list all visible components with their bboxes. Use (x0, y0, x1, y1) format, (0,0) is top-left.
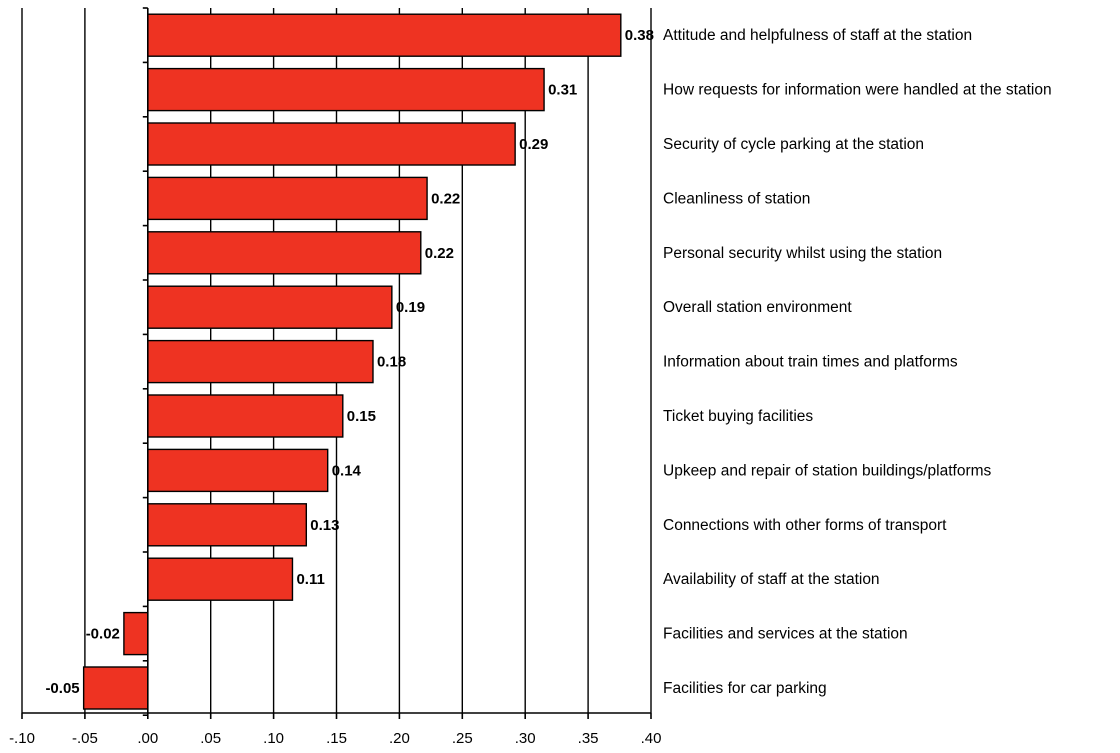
bar (147, 394, 344, 438)
category-label: How requests for information were handle… (663, 82, 1052, 99)
x-tick-label: -.10 (9, 730, 35, 747)
data-label: 0.18 (377, 354, 406, 371)
data-label: 0.19 (396, 299, 425, 316)
bar (147, 285, 393, 329)
bar (147, 13, 622, 57)
x-tick-label: .00 (137, 730, 158, 747)
bar (147, 231, 422, 275)
data-label: 0.13 (310, 517, 339, 534)
data-label: 0.11 (296, 571, 324, 588)
category-label: Security of cycle parking at the station (663, 136, 924, 153)
bar (147, 339, 374, 384)
data-label: 0.31 (548, 82, 577, 99)
bars (82, 13, 622, 710)
x-tick-label: .20 (389, 730, 410, 747)
category-label: Upkeep and repair of station buildings/p… (663, 462, 992, 479)
category-label: Connections with other forms of transpor… (663, 517, 947, 534)
x-tick-label: .40 (641, 730, 662, 747)
x-tick-label: .30 (515, 730, 536, 747)
axes (21, 7, 652, 719)
data-label: 0.15 (347, 408, 376, 425)
labels: -.10 -.05 .00 .05 .10 .15 .20 .25 .30 .35 .40 0.38 A… (9, 27, 1052, 747)
x-tick-label: .10 (263, 730, 284, 747)
data-label: 0.29 (519, 136, 548, 153)
category-label: Information about train times and platfo… (663, 354, 958, 371)
bar (147, 503, 308, 547)
data-label: 0.22 (431, 190, 460, 207)
data-label: 0.38 (625, 27, 654, 44)
x-tick-label: .25 (452, 730, 473, 747)
category-label: Ticket buying facilities (663, 408, 813, 425)
category-label: Attitude and helpfulness of staff at the… (663, 27, 972, 44)
x-tick-label: -.05 (72, 730, 98, 747)
x-tick-label: .05 (200, 730, 221, 747)
category-label: Availability of staff at the station (663, 571, 880, 588)
category-label: Personal security whilst using the stati… (663, 245, 942, 262)
data-label: -0.05 (45, 680, 79, 697)
category-label: Facilities for car parking (663, 680, 827, 697)
data-label: 0.14 (332, 462, 362, 479)
data-label: 0.22 (425, 245, 454, 262)
category-label: Cleanliness of station (663, 190, 810, 207)
bar (147, 448, 329, 493)
data-label: -0.02 (86, 626, 120, 643)
bar (123, 611, 149, 656)
x-tick-label: .35 (578, 730, 599, 747)
bar (147, 557, 294, 601)
category-label: Facilities and services at the station (663, 626, 908, 643)
x-tick-label: .15 (326, 730, 347, 747)
bar (147, 176, 428, 221)
bar (147, 122, 516, 166)
bar (147, 67, 545, 112)
category-label: Overall station environment (663, 299, 852, 316)
bar (82, 666, 149, 710)
